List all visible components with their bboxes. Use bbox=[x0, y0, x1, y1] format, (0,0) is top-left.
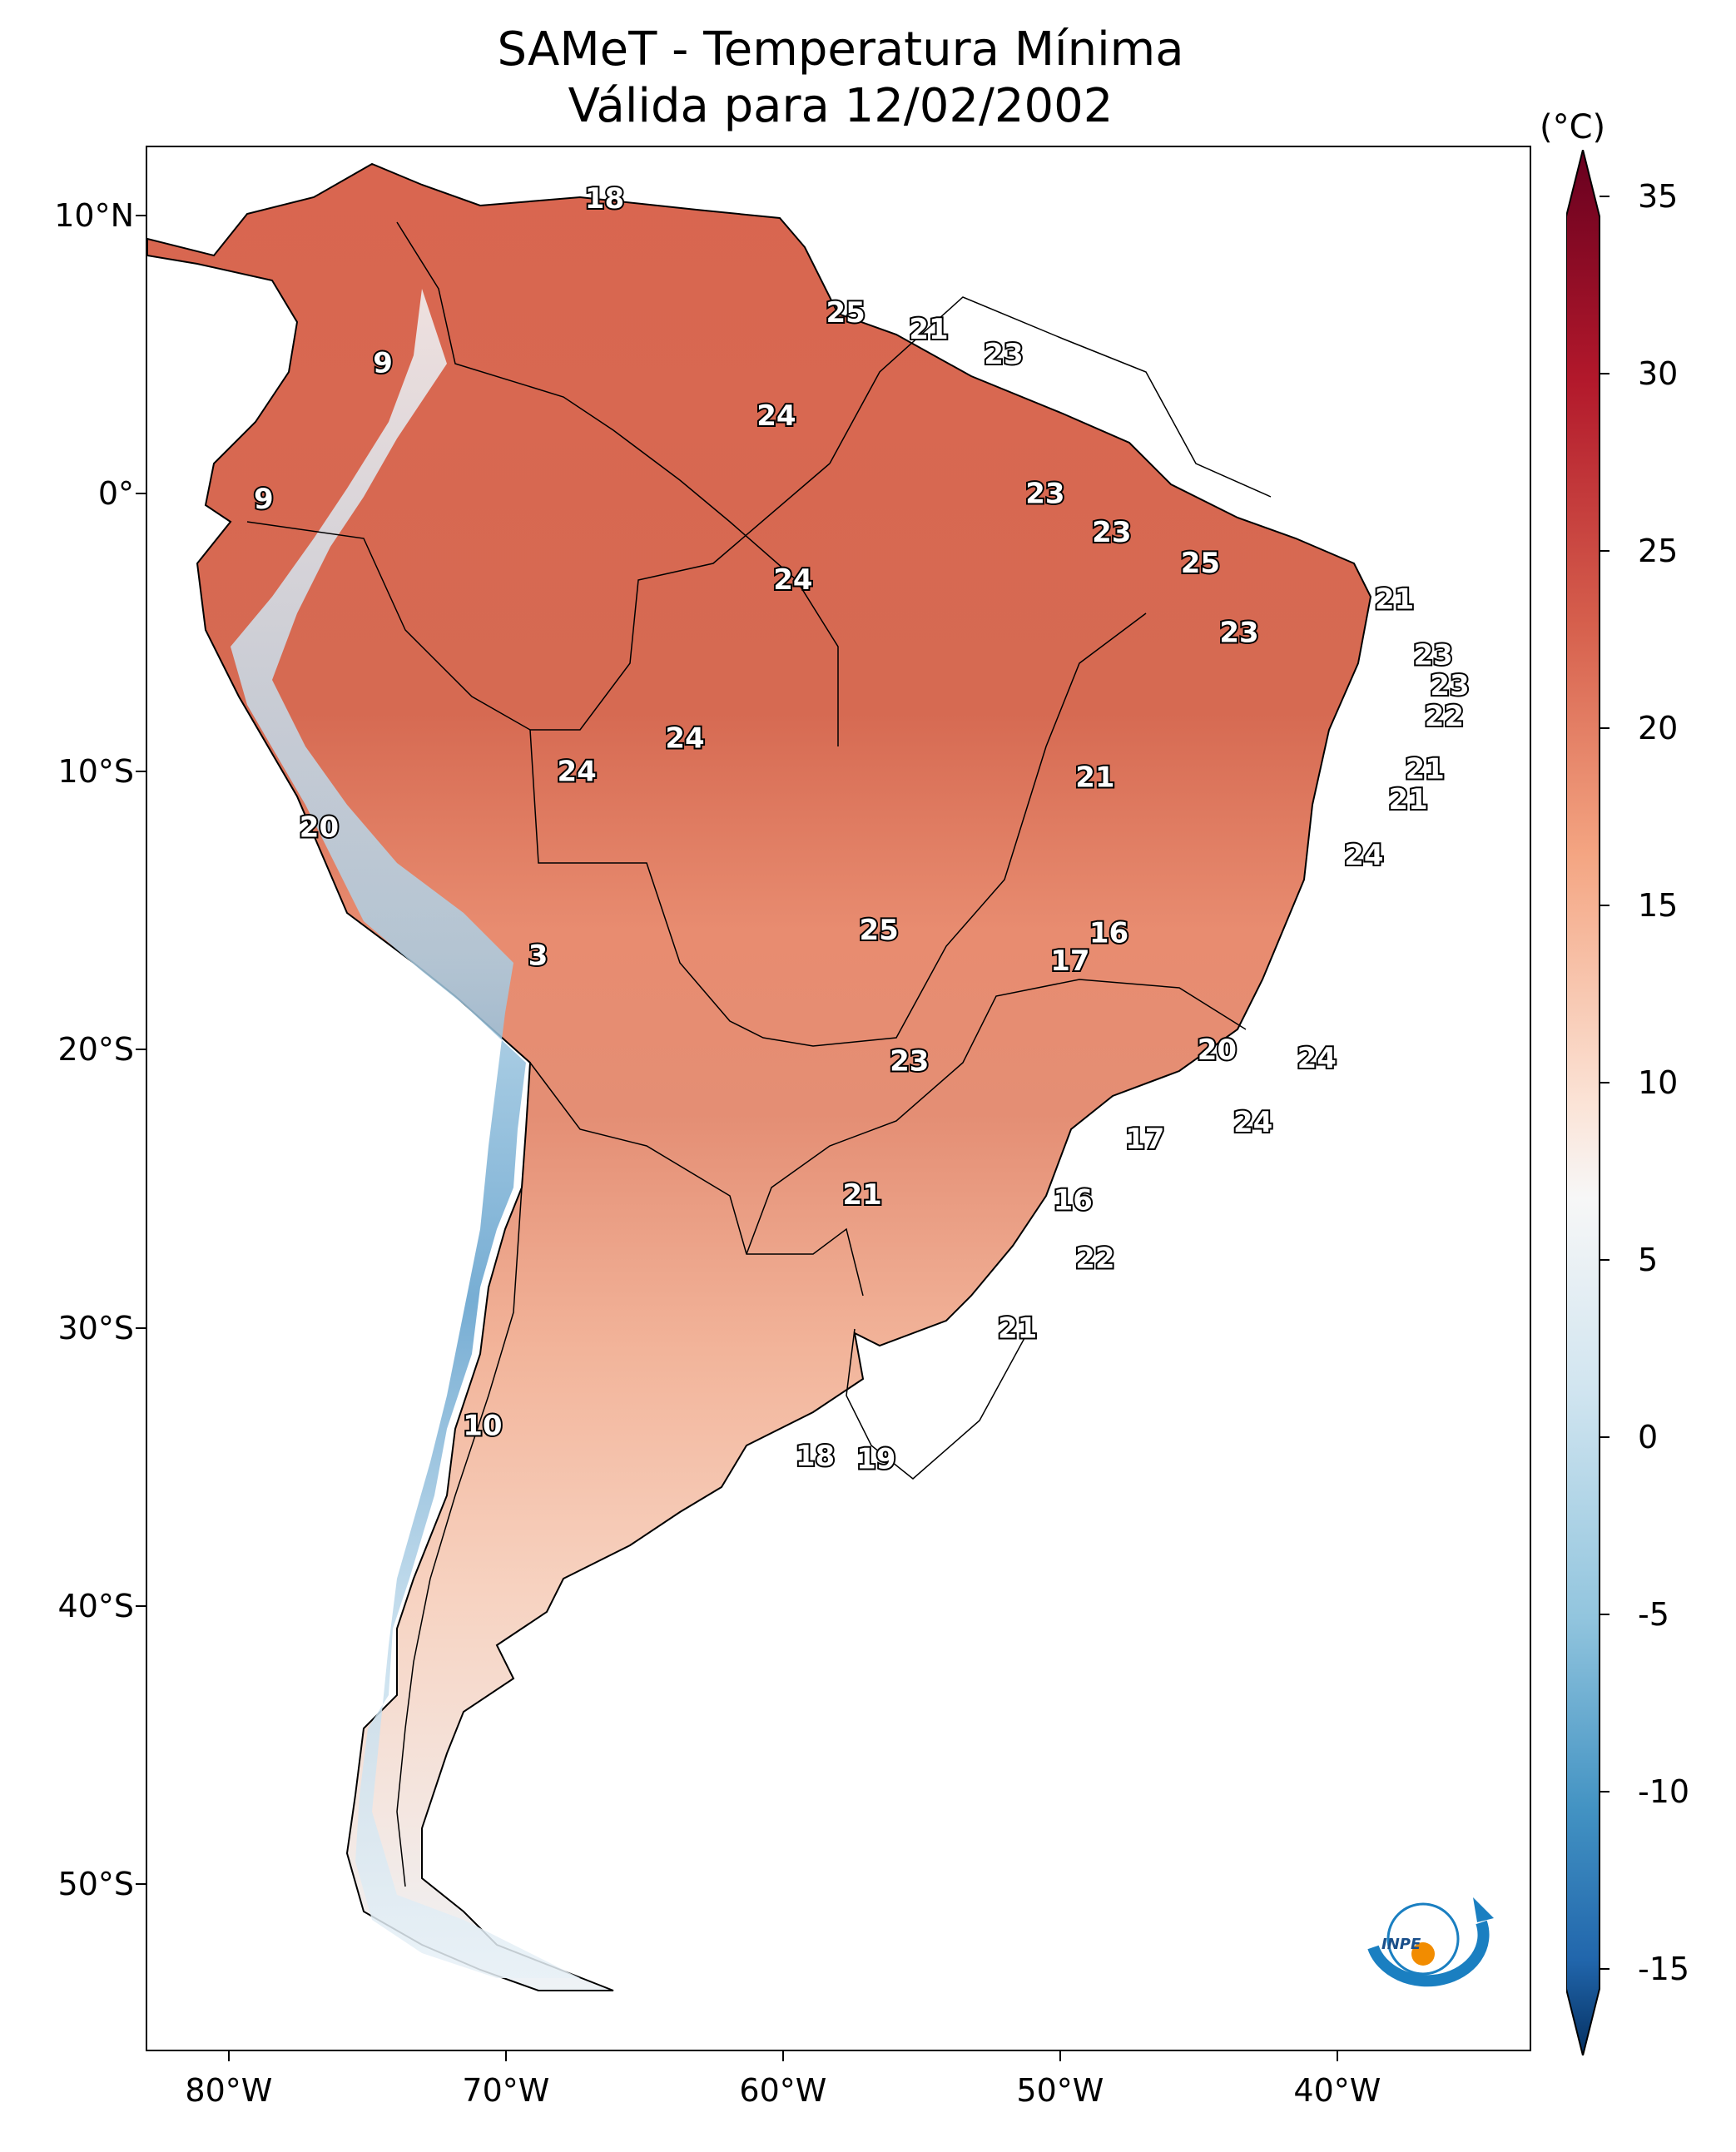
latitude-tick-label: 40°S bbox=[57, 1588, 134, 1625]
inpe-logo: INPE bbox=[1357, 1889, 1498, 1989]
colorbar-tick-label: -10 bbox=[1638, 1773, 1690, 1810]
colorbar bbox=[1565, 149, 1733, 2056]
longitude-tick-mark bbox=[781, 2051, 784, 2061]
isotherm-label: 21 bbox=[1375, 583, 1414, 616]
isotherm-label: 17 bbox=[1125, 1123, 1164, 1156]
isotherm-label: 25 bbox=[1181, 547, 1220, 580]
isotherm-label: 21 bbox=[1388, 783, 1427, 816]
isotherm-label: 22 bbox=[1425, 700, 1464, 733]
latitude-tick-mark bbox=[136, 1883, 146, 1886]
isotherm-label: 9 bbox=[373, 346, 393, 379]
isotherm-label: 16 bbox=[1089, 917, 1128, 950]
map-panel: 18 25 21 23 9 24 9 23 23 25 21 24 23 23 23 22 24 24 21 21 21… bbox=[146, 146, 1531, 2051]
colorbar-tick-mark bbox=[1600, 1614, 1610, 1615]
colorbar-unit: (°C) bbox=[1540, 108, 1606, 146]
isotherm-label: 19 bbox=[856, 1442, 895, 1475]
latitude-tick-label: 50°S bbox=[57, 1866, 134, 1903]
isotherm-label: 24 bbox=[773, 563, 812, 597]
latitude-tick-label: 0° bbox=[97, 474, 134, 512]
latitude-tick-mark bbox=[136, 1605, 146, 1608]
isotherm-label: 21 bbox=[842, 1178, 881, 1212]
isotherm-label: 25 bbox=[826, 296, 865, 330]
colorbar-tick-label: 25 bbox=[1638, 533, 1679, 569]
isotherm-label: 21 bbox=[1075, 761, 1114, 794]
colorbar-tick-mark bbox=[1600, 1259, 1610, 1261]
colorbar-tick-label: 15 bbox=[1638, 887, 1679, 924]
isotherm-label: 21 bbox=[1405, 752, 1444, 786]
isotherm-label: 20 bbox=[1198, 1034, 1237, 1067]
latitude-tick-label: 10°S bbox=[57, 753, 134, 791]
isotherm-label: 24 bbox=[557, 756, 596, 789]
longitude-tick-mark bbox=[1336, 2051, 1338, 2061]
isotherm-label: 10 bbox=[463, 1409, 502, 1442]
colorbar-tick-label: 30 bbox=[1638, 355, 1679, 392]
colorbar-tick-mark bbox=[1600, 196, 1610, 197]
colorbar-tick-mark bbox=[1600, 1968, 1610, 1970]
isotherm-label: 17 bbox=[1050, 945, 1089, 978]
colorbar-tick-label: 0 bbox=[1638, 1419, 1659, 1455]
country-borders bbox=[246, 221, 1272, 1887]
colorbar-tick-label: 20 bbox=[1638, 710, 1679, 746]
isotherm-label: 16 bbox=[1054, 1184, 1093, 1217]
isotherm-label: 24 bbox=[1233, 1106, 1272, 1139]
isotherm-label: 20 bbox=[300, 811, 339, 845]
svg-text:INPE: INPE bbox=[1381, 1936, 1421, 1953]
latitude-tick-label: 10°N bbox=[54, 196, 134, 234]
isotherm-label: 21 bbox=[909, 313, 948, 346]
isotherm-label: 23 bbox=[1219, 617, 1258, 650]
colorbar-tick-mark bbox=[1600, 905, 1610, 906]
longitude-tick-label: 80°W bbox=[185, 2072, 273, 2109]
longitude-tick-mark bbox=[227, 2051, 230, 2061]
colorbar-tick-label: 35 bbox=[1638, 178, 1679, 215]
colorbar-tick-label: 10 bbox=[1638, 1064, 1679, 1101]
latitude-tick-mark bbox=[136, 214, 146, 216]
isotherm-label: 24 bbox=[1344, 839, 1383, 872]
isotherm-label: 23 bbox=[1413, 638, 1452, 672]
longitude-tick-label: 50°W bbox=[1016, 2072, 1104, 2109]
isotherm-label: 3 bbox=[528, 939, 548, 972]
longitude-tick-label: 60°W bbox=[739, 2072, 827, 2109]
colorbar-tick-mark bbox=[1600, 550, 1610, 552]
isotherm-label: 23 bbox=[1025, 477, 1064, 510]
longitude-tick-mark bbox=[504, 2051, 507, 2061]
map-title: SAMeT - Temperatura Mínima bbox=[497, 22, 1184, 77]
isotherm-label: 23 bbox=[1430, 669, 1469, 702]
longitude-tick-mark bbox=[1059, 2051, 1061, 2061]
latitude-tick-mark bbox=[136, 492, 146, 494]
latitude-tick-mark bbox=[136, 1049, 146, 1051]
latitude-tick-mark bbox=[136, 771, 146, 773]
isotherm-label: 18 bbox=[796, 1440, 835, 1473]
isotherm-label: 18 bbox=[585, 182, 624, 216]
isotherm-label: 25 bbox=[859, 914, 898, 947]
colorbar-tick-mark bbox=[1600, 373, 1610, 374]
colorbar-tick-mark bbox=[1600, 1082, 1610, 1083]
isotherm-label: 24 bbox=[665, 722, 704, 756]
isotherm-label: 23 bbox=[890, 1044, 929, 1078]
colorbar-tick-label: -5 bbox=[1638, 1596, 1669, 1633]
colorbar-tick-label: -15 bbox=[1638, 1951, 1690, 1987]
isotherm-label: 9 bbox=[254, 483, 274, 516]
colorbar-tick-label: 5 bbox=[1638, 1242, 1659, 1278]
colorbar-tick-mark bbox=[1600, 727, 1610, 729]
colorbar-tick-mark bbox=[1600, 1436, 1610, 1438]
land-fill bbox=[147, 162, 1372, 1991]
isotherm-label: 21 bbox=[998, 1312, 1037, 1345]
isotherm-label: 23 bbox=[1092, 516, 1131, 549]
latitude-tick-mark bbox=[136, 1326, 146, 1329]
latitude-tick-label: 30°S bbox=[57, 1309, 134, 1346]
isotherm-label: 22 bbox=[1075, 1242, 1114, 1276]
longitude-tick-label: 40°W bbox=[1293, 2072, 1381, 2109]
colorbar-tick-mark bbox=[1600, 1791, 1610, 1793]
map-subtitle: Válida para 12/02/2002 bbox=[568, 79, 1114, 133]
longitude-tick-label: 70°W bbox=[462, 2072, 550, 2109]
isotherm-label: 24 bbox=[756, 399, 796, 433]
isotherm-label: 24 bbox=[1297, 1042, 1337, 1075]
latitude-tick-label: 20°S bbox=[57, 1031, 134, 1069]
isotherm-label: 23 bbox=[984, 338, 1023, 371]
